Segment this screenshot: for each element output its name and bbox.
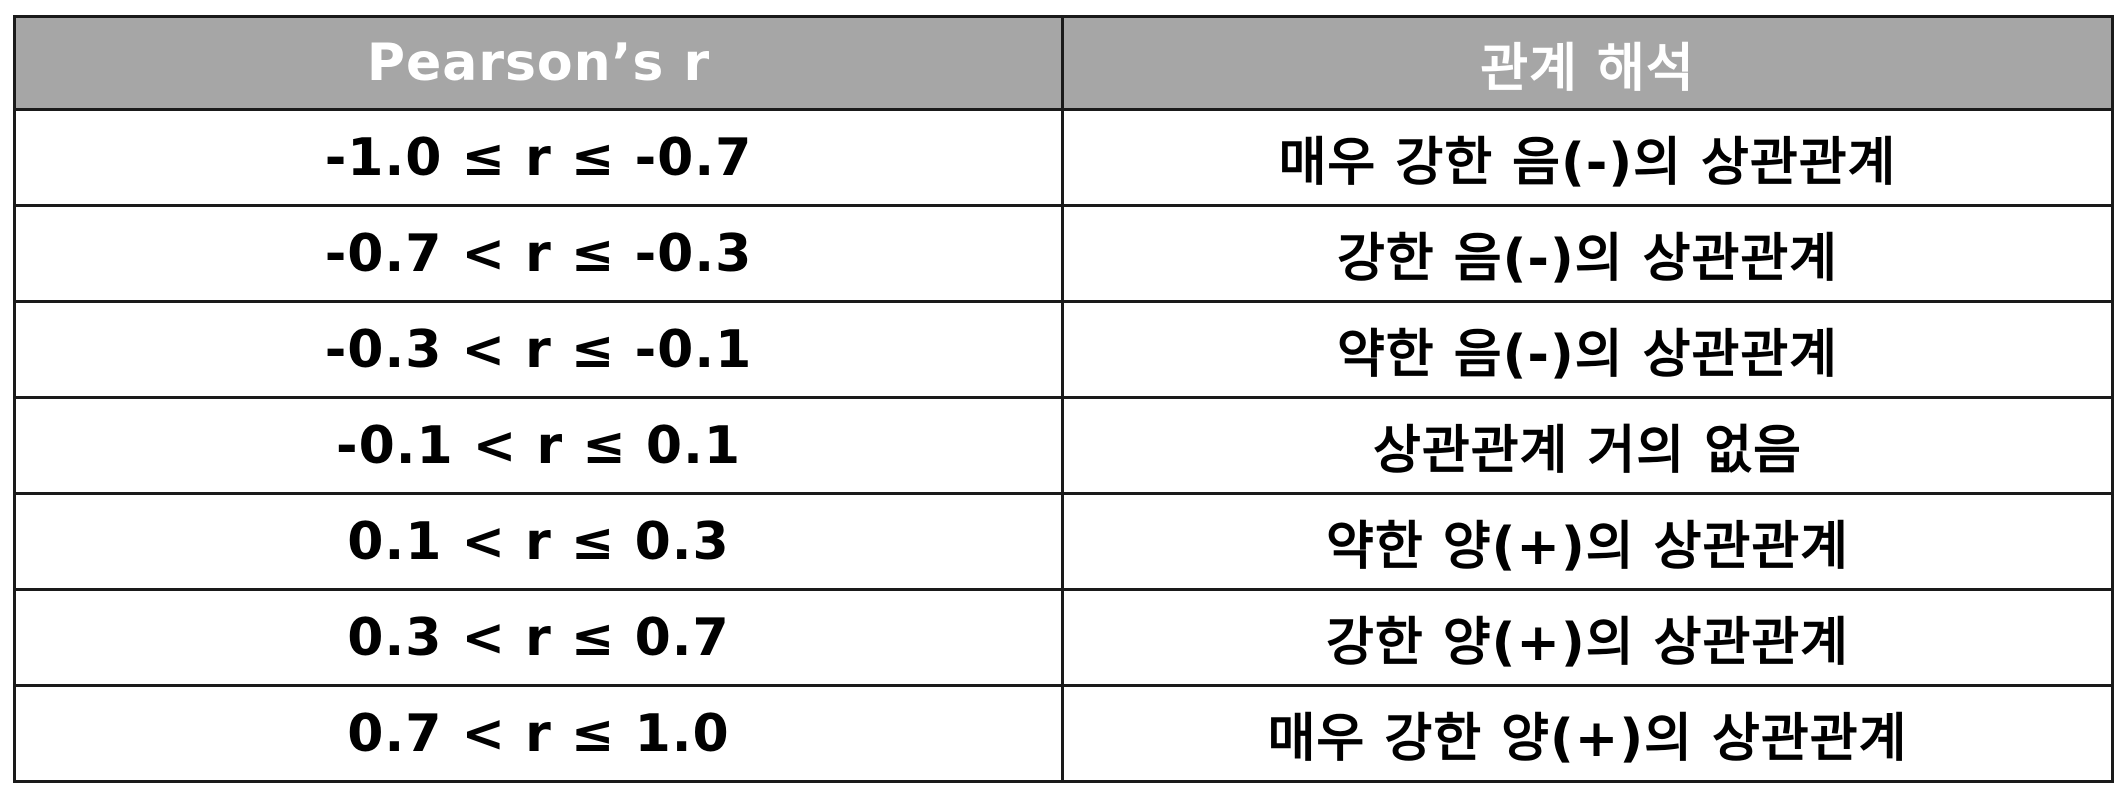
table-row: -0.1 < r ≤ 0.1 상관관계 거의 없음 bbox=[13, 396, 2114, 495]
interpretation-cell: 매우 강한 음(-)의 상관관계 bbox=[1061, 108, 2114, 207]
range-cell: 0.1 < r ≤ 0.3 bbox=[13, 492, 1064, 591]
table-row: 0.3 < r ≤ 0.7 강한 양(+)의 상관관계 bbox=[13, 588, 2114, 687]
header-pearson-r: Pearson’s r bbox=[13, 15, 1064, 111]
range-cell: 0.3 < r ≤ 0.7 bbox=[13, 588, 1064, 687]
header-relationship-interpretation: 관계 해석 bbox=[1061, 15, 2114, 111]
interpretation-cell: 매우 강한 양(+)의 상관관계 bbox=[1061, 684, 2114, 783]
range-cell: -0.3 < r ≤ -0.1 bbox=[13, 300, 1064, 399]
range-cell: -1.0 ≤ r ≤ -0.7 bbox=[13, 108, 1064, 207]
table-row: -0.7 < r ≤ -0.3 강한 음(-)의 상관관계 bbox=[13, 204, 2114, 303]
interpretation-cell: 약한 양(+)의 상관관계 bbox=[1061, 492, 2114, 591]
table-row: 0.7 < r ≤ 1.0 매우 강한 양(+)의 상관관계 bbox=[13, 684, 2114, 783]
interpretation-cell: 약한 음(-)의 상관관계 bbox=[1061, 300, 2114, 399]
table-row: 0.1 < r ≤ 0.3 약한 양(+)의 상관관계 bbox=[13, 492, 2114, 591]
header-row: Pearson’s r 관계 해석 bbox=[13, 15, 2114, 111]
range-cell: 0.7 < r ≤ 1.0 bbox=[13, 684, 1064, 783]
table-body: -1.0 ≤ r ≤ -0.7 매우 강한 음(-)의 상관관계 -0.7 < … bbox=[13, 108, 2114, 783]
range-cell: -0.1 < r ≤ 0.1 bbox=[13, 396, 1064, 495]
range-cell: -0.7 < r ≤ -0.3 bbox=[13, 204, 1064, 303]
interpretation-cell: 강한 양(+)의 상관관계 bbox=[1061, 588, 2114, 687]
interpretation-cell: 상관관계 거의 없음 bbox=[1061, 396, 2114, 495]
table-row: -0.3 < r ≤ -0.1 약한 음(-)의 상관관계 bbox=[13, 300, 2114, 399]
table-row: -1.0 ≤ r ≤ -0.7 매우 강한 음(-)의 상관관계 bbox=[13, 108, 2114, 207]
correlation-interpretation-table: Pearson’s r 관계 해석 -1.0 ≤ r ≤ -0.7 매우 강한 … bbox=[13, 15, 2114, 783]
table-header: Pearson’s r 관계 해석 bbox=[13, 15, 2114, 111]
interpretation-cell: 강한 음(-)의 상관관계 bbox=[1061, 204, 2114, 303]
correlation-table-container: Pearson’s r 관계 해석 -1.0 ≤ r ≤ -0.7 매우 강한 … bbox=[13, 15, 2114, 783]
